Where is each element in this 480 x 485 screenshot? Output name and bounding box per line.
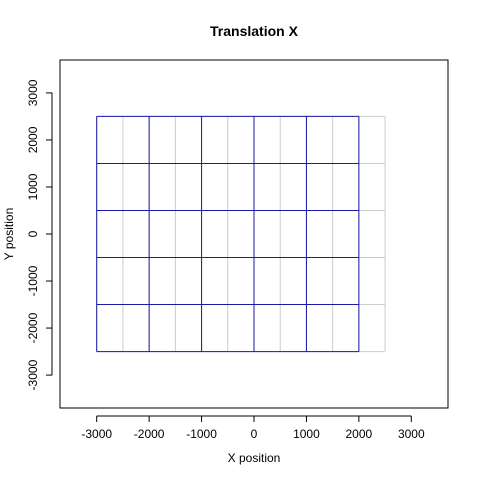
plot-frame	[59, 59, 449, 409]
translated-grid	[96, 115, 360, 353]
x-axis-label: X position	[228, 451, 281, 465]
y-tick-label: 2000	[26, 126, 40, 153]
x-tick-label: 2000	[346, 427, 373, 441]
y-tick-label: -2000	[26, 312, 40, 343]
x-tick-label: 3000	[398, 427, 425, 441]
y-tick-label: -1000	[26, 265, 40, 296]
y-tick-label: 0	[26, 230, 40, 237]
chart-title: Translation X	[210, 23, 299, 39]
x-tick-label: -2000	[134, 427, 165, 441]
y-axis-label: Y position	[2, 208, 16, 260]
y-tick-label: 3000	[26, 79, 40, 106]
x-tick-label: 1000	[293, 427, 320, 441]
y-axis: -3000 -2000 -1000 0 1000 2000 3000	[26, 79, 53, 390]
x-tick-label: -3000	[81, 427, 112, 441]
x-axis: -3000 -2000 -1000 0 1000 2000 3000	[81, 415, 425, 441]
y-tick-label: 1000	[26, 173, 40, 200]
x-tick-label: 0	[251, 427, 258, 441]
x-tick-label: -1000	[186, 427, 217, 441]
y-tick-label: -3000	[26, 359, 40, 390]
